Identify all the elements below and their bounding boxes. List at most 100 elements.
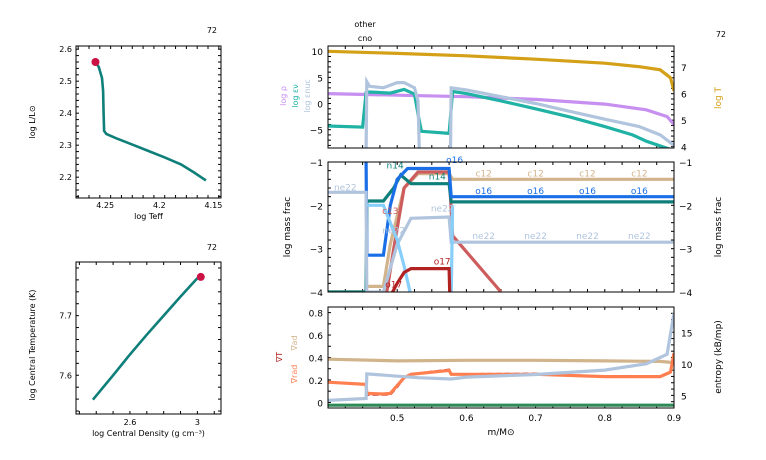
series-log-rho [328,92,674,126]
isotope-label-c12: c12 [631,169,647,179]
y-axis-label-left: ∇rad [290,365,299,385]
model-number: 72 [716,30,726,39]
isotope-label-c12: c12 [579,169,595,179]
series-o17 [390,267,452,292]
isotope-label-ne22: ne22 [431,204,454,214]
legend-cno: cno [358,34,372,43]
series-ne22 [328,190,674,292]
y-tick-label-left: 0 [317,399,323,409]
x-tick-label: 0.6 [459,414,474,424]
model-number: 72 [207,243,217,252]
series-c12 [328,172,674,292]
series-log-T [328,49,674,92]
x-axis-label: log Teff [134,212,163,221]
y-tick-label-right: 7 [681,64,687,74]
isotope-label-n14: n14 [387,162,404,172]
series-log-eps_nuc [364,75,674,148]
x-tick-label: 2.6 [124,418,137,427]
isotope-label-c13: c13 [382,207,398,217]
y-tick-label-right: 5 [681,117,687,127]
y-tick-label-right: 6 [681,91,687,101]
isotope-label-o16: o16 [527,187,544,197]
y-tick-label-left: −5 [310,127,323,137]
y-tick-label-left: 5 [317,74,323,84]
hr-track-line [94,61,207,182]
y-tick-label: 7.7 [59,312,72,321]
isotope-label-ne22: ne22 [628,232,651,242]
central-track-line [91,277,199,401]
y-axis-label-right: log T [714,86,724,109]
y-tick-label-left: −4 [310,289,324,299]
series-grad_rad [328,352,674,396]
y-tick-label: 2.5 [59,77,72,86]
model-number: 72 [207,26,217,35]
y-axis-label: log L/L⊙ [28,105,37,138]
isotope-label-o16: o16 [446,156,463,166]
isotope-label-ne22: ne22 [524,232,547,242]
y-axis-label-left: ∇ad [290,335,299,351]
legend-other: other [354,20,376,29]
isotope-label-c12: c12 [475,169,491,179]
x-tick-label: 0.9 [667,414,682,424]
y-tick-label-left: 0.6 [309,332,324,342]
series-grad_ad [328,357,674,365]
isotope-label-n14: n14 [429,172,446,182]
y-tick-label-left: 0.8 [309,310,324,320]
minor-ticks [76,262,221,414]
x-tick-label: 0.5 [390,414,404,424]
y-tick-label-right: 5 [681,392,687,402]
y-tick-label: 7.6 [59,371,72,380]
top-profile-frame [327,45,675,149]
x-tick-label: 0.7 [528,414,542,424]
rho-t-plot-frame [75,261,222,415]
isotope-label-o17: o17 [385,281,402,291]
x-axis-label: log Central Density (g cm⁻³) [92,429,205,438]
y-tick-label: 2.2 [59,173,72,182]
y-axis-label-left: log εν [291,84,300,108]
y-tick-label-right: 10 [681,361,693,371]
x-tick-label: 4.2 [153,201,166,210]
y-axis-label-left: log mass frac [283,197,293,257]
y-tick-label-right: 15 [681,329,692,339]
y-tick-label-left: −3 [310,246,323,256]
isotope-label-o16: o16 [579,187,596,197]
bottom-profile-frame [327,306,675,409]
y-tick-label-left: −2 [310,202,323,212]
y-tick-label: 2.6 [59,45,72,54]
y-tick-label-left: 0 [317,101,323,111]
isotope-label-ne22: ne22 [334,184,357,194]
isotope-label-c12: c12 [527,169,543,179]
y-tick-label-right: 4 [681,144,687,154]
x-axis-label: m/M⊙ [487,428,514,438]
isotope-label-o17: o17 [434,257,451,267]
isotope-label-ne22: ne22 [576,232,599,242]
y-axis-label-right: entropy (kB/mp) [714,320,724,394]
y-axis-label: log Central Temperature (K) [28,289,37,400]
y-axis-label-right: log mass frac [714,197,724,257]
series-o16 [364,162,674,257]
current-model-marker [196,272,205,281]
series-mg24 [366,203,455,292]
y-axis-label-left: log εnuc [303,79,312,113]
isotope-label-o16: o16 [475,187,492,197]
x-tick-label: 4.15 [205,201,223,210]
x-tick-label: 4.25 [96,201,114,210]
isotope-label-o16: o16 [631,187,648,197]
current-model-marker [91,58,100,66]
y-tick-label-right: −2 [679,202,692,212]
series-n14 [328,172,674,292]
y-tick-label: 2.4 [59,109,72,118]
y-axis-label-left: log ρ [279,86,288,106]
x-tick-label: 0.8 [598,414,613,424]
y-tick-label-right: −4 [679,289,693,299]
isotope-label-ne22: ne22 [382,227,405,237]
y-tick-label-left: −1 [310,159,323,169]
y-tick-label-left: 0.2 [309,377,323,387]
isotope-label-ne22: ne22 [472,232,495,242]
y-axis-label-left: ∇T [275,352,284,363]
x-tick-label: 3 [195,418,200,427]
series-entropy [328,313,674,402]
minor-ticks [327,161,675,293]
middle-profile-frame [327,161,675,293]
